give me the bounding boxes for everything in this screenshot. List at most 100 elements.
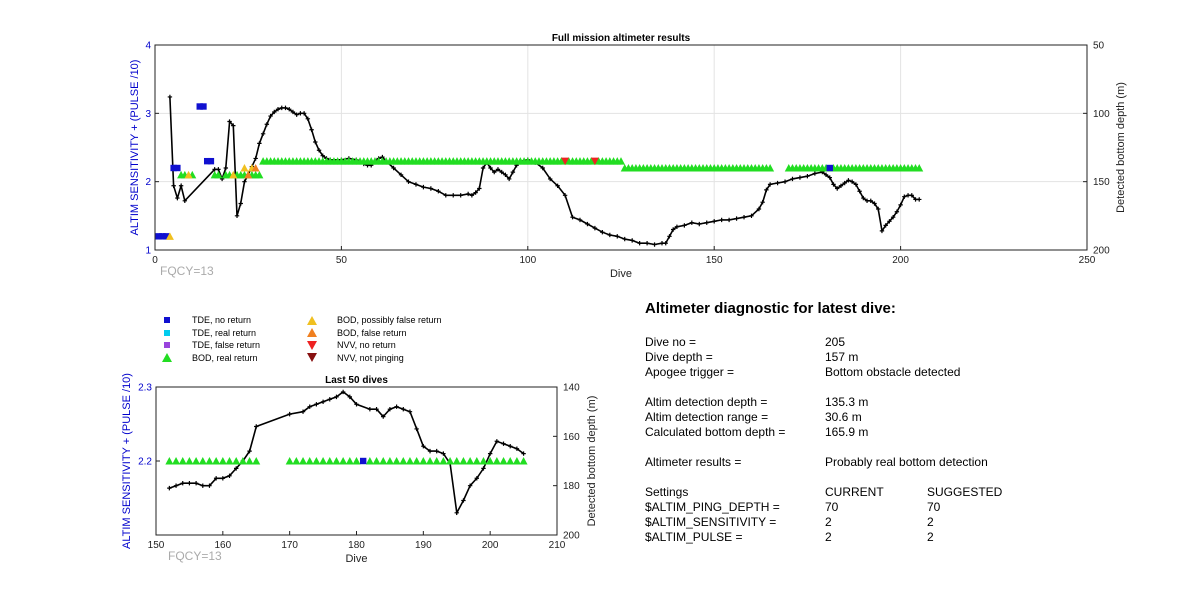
marker-bod: [218, 457, 227, 465]
depth-point: [413, 182, 419, 187]
depth-point: [340, 389, 346, 395]
depth-point: [465, 191, 471, 197]
marker-bod: [285, 457, 294, 465]
marker-bod: [446, 457, 455, 465]
depth-point: [481, 466, 486, 471]
legend-label: BOD, false return: [337, 327, 407, 338]
depth-point: [305, 116, 311, 121]
marker-bod: [499, 457, 508, 465]
depth-point: [394, 404, 399, 409]
marker-bod: [305, 457, 314, 465]
depth-point: [726, 217, 732, 223]
marker-bod: [766, 164, 775, 172]
depth-point: [838, 183, 844, 188]
depth-point: [367, 407, 373, 412]
marker-bod: [412, 457, 421, 465]
y-left-tick-label: 3: [145, 109, 151, 120]
marker-bod: [365, 457, 374, 465]
marker-bod: [332, 457, 341, 465]
depth-point: [227, 473, 232, 478]
depth-point: [487, 451, 493, 456]
depth-point: [406, 179, 411, 184]
depth-point: [391, 165, 396, 171]
fqcy-annotation: FQCY=13: [160, 264, 214, 278]
depth-point: [887, 219, 892, 224]
depth-point: [398, 172, 404, 178]
marker-tde: [200, 103, 207, 110]
depth-point: [521, 451, 526, 456]
depth-point: [451, 193, 456, 198]
legend-item: BOD, false return: [305, 327, 407, 339]
marker-bod: [244, 170, 253, 179]
marker-bod: [245, 457, 254, 465]
depth-point: [443, 193, 448, 198]
depth-point: [414, 426, 419, 432]
depth-point: [697, 221, 702, 227]
sensitivity-suggested: 2: [927, 515, 934, 529]
x-tick-label: 200: [892, 255, 909, 266]
depth-point: [501, 441, 506, 446]
marker-bod: [232, 457, 241, 465]
depth-point: [287, 107, 292, 112]
depth-point: [207, 483, 212, 488]
dive-depth-value: 157 m: [825, 350, 859, 364]
depth-point: [782, 179, 788, 184]
depth-point: [827, 175, 832, 180]
diagnostic-panel: Altimeter diagnostic for latest dive: Di…: [645, 300, 1185, 545]
marker-bod: [486, 457, 495, 465]
depth-point: [864, 198, 870, 203]
fqcy-annotation: FQCY=13: [168, 549, 222, 563]
y-right-tick-label: 140: [563, 383, 580, 394]
marker-bod: [506, 457, 515, 465]
marker-bod: [172, 457, 181, 465]
legend-label: TDE, false return: [192, 340, 261, 350]
depth-point: [167, 94, 173, 100]
depth-point: [314, 402, 319, 407]
x-axis-label: Dive: [610, 268, 632, 280]
marker-bod: [557, 157, 566, 165]
depth-point: [421, 184, 426, 190]
depth-point: [247, 448, 252, 454]
x-tick-label: 0: [152, 255, 158, 266]
marker-bod: [345, 457, 354, 465]
pulse-current: 2: [825, 530, 832, 544]
depth-point: [667, 234, 672, 239]
marker-bod: [198, 457, 207, 465]
marker-bod: [479, 457, 488, 465]
x-tick-label: 190: [415, 540, 432, 551]
depth-point: [868, 198, 873, 203]
dive-depth-label: Dive depth =: [645, 350, 713, 364]
depth-point: [917, 197, 922, 202]
legend-marker-icon: [305, 340, 319, 350]
depth-point: [171, 183, 176, 188]
y-right-tick-label: 100: [1093, 109, 1110, 120]
marker-tde: [159, 233, 166, 240]
depth-point: [234, 213, 240, 219]
depth-point: [689, 220, 695, 225]
marker-tde: [170, 164, 177, 172]
depth-point: [607, 232, 613, 238]
altim-depth-label: Altim detection depth =: [645, 395, 768, 409]
marker-bod: [240, 164, 249, 172]
depth-point: [334, 394, 339, 400]
x-axis-label: Dive: [345, 553, 367, 565]
legend-item: TDE, real return: [160, 327, 256, 339]
depth-point: [488, 165, 493, 171]
marker-bod: [459, 457, 468, 465]
depth-point: [473, 190, 478, 195]
x-tick-label: 180: [348, 540, 365, 551]
depth-point: [213, 476, 219, 481]
x-tick-label: 170: [281, 540, 298, 551]
depth-point: [283, 105, 288, 111]
depth-point: [652, 242, 657, 247]
marker-bod: [432, 457, 441, 465]
depth-point: [764, 187, 769, 193]
depth-point: [313, 139, 318, 145]
depth-point: [268, 113, 273, 119]
y-left-tick-label: 2: [145, 177, 151, 188]
depth-point: [756, 206, 762, 212]
marker-bod: [439, 457, 448, 465]
marker-bod: [352, 457, 361, 465]
marker-bod: [915, 164, 924, 172]
apogee-trigger-label: Apogee trigger =: [645, 365, 735, 379]
